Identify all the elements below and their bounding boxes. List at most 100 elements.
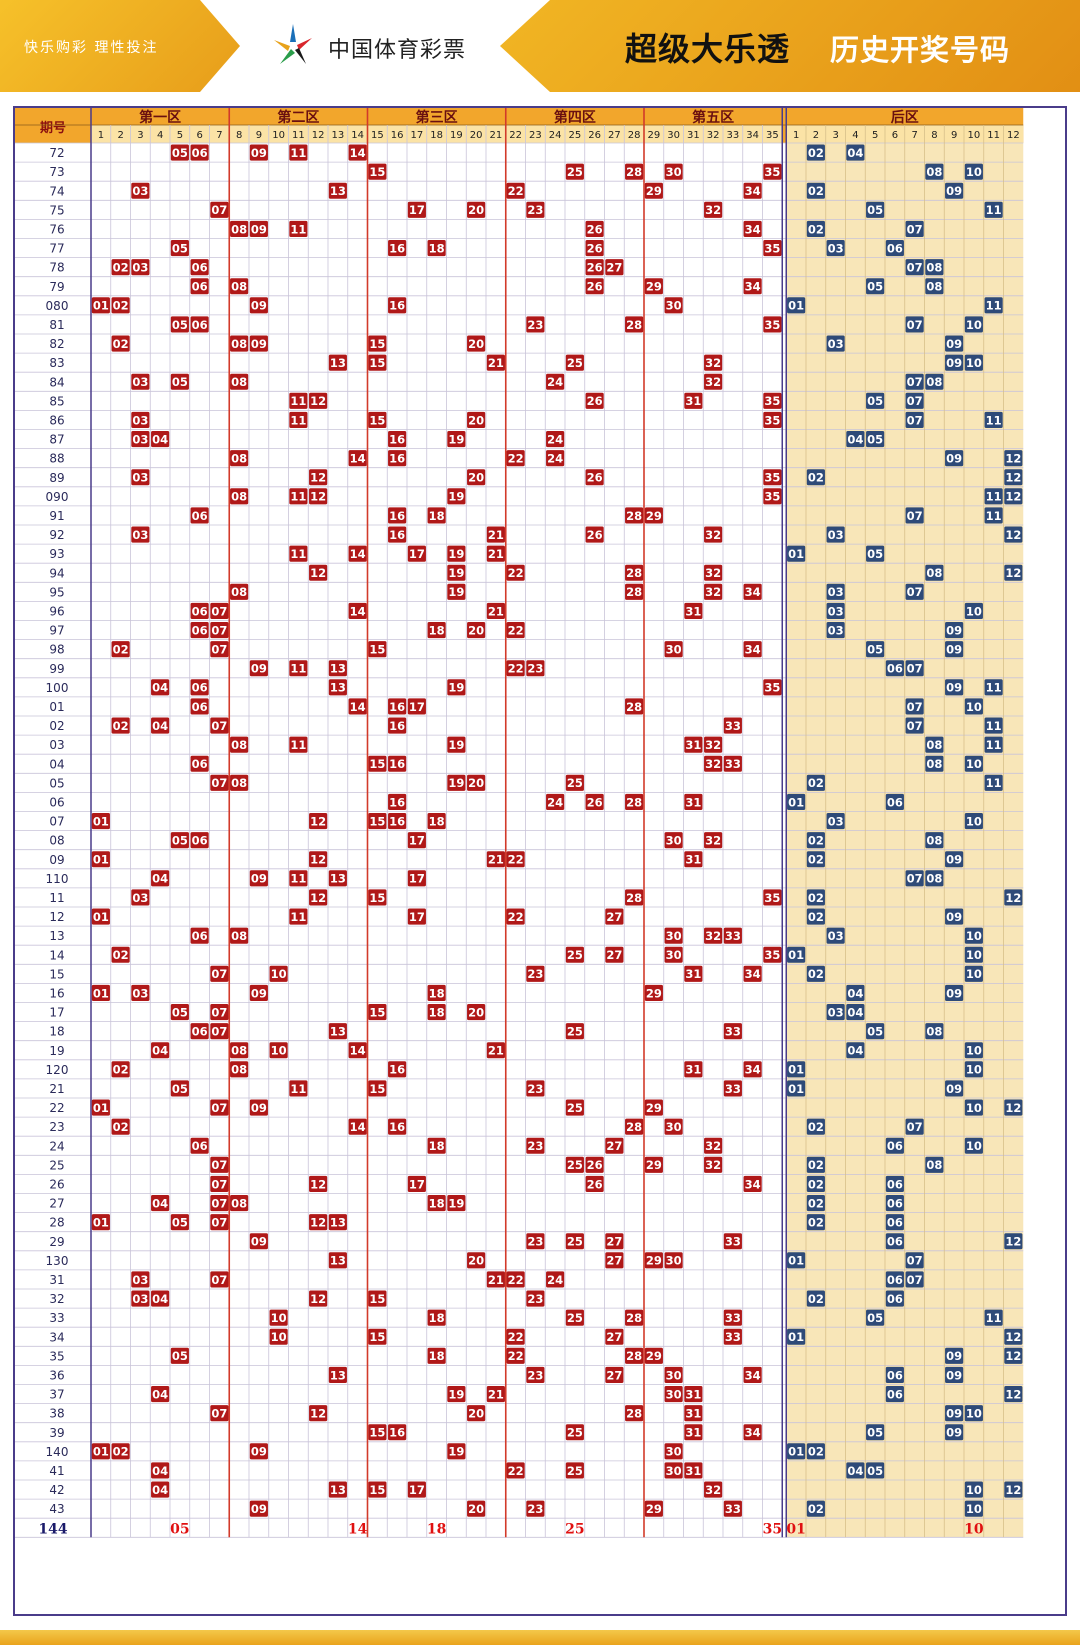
front-ball-bg [447, 774, 466, 791]
front-ball: 19 [448, 490, 464, 504]
front-ball-bg [210, 1271, 229, 1288]
back-ball: 09 [946, 643, 962, 657]
back-ball: 10 [966, 929, 982, 943]
front-ball-bg [763, 163, 782, 180]
front-ball: 33 [725, 929, 741, 943]
front-ball: 25 [567, 165, 583, 179]
period-number: 32 [49, 1292, 64, 1306]
front-ball-bg [131, 984, 150, 1001]
front-ball: 31 [685, 1464, 701, 1478]
front-ball-bg [328, 1252, 347, 1269]
back-ball: 02 [808, 1445, 824, 1459]
back-ball-bg [866, 201, 885, 218]
back-ball-bg [905, 870, 924, 887]
back-ball-bg [1004, 1233, 1023, 1250]
front-ball-bg [743, 1366, 762, 1383]
back-ball-bg [945, 1405, 964, 1422]
front-ball-bg [388, 1061, 407, 1078]
front-ball: 23 [527, 318, 543, 332]
front-column-number: 32 [707, 130, 720, 141]
back-ball: 02 [808, 1502, 824, 1516]
back-ball-bg [945, 1366, 964, 1383]
forecast-front-number: 05 [170, 1521, 189, 1537]
front-ball: 11 [290, 1082, 306, 1096]
front-ball-bg [427, 984, 446, 1001]
front-ball: 24 [547, 795, 563, 809]
front-ball-bg [91, 908, 110, 925]
front-ball: 08 [231, 1196, 247, 1210]
front-column-number: 11 [292, 130, 305, 141]
front-ball: 34 [745, 184, 761, 198]
front-ball-bg [249, 1443, 268, 1460]
back-ball: 08 [926, 1025, 942, 1039]
back-ball-bg [905, 507, 924, 524]
back-ball-bg [806, 1214, 825, 1231]
front-ball-bg [546, 1271, 565, 1288]
front-ball-bg [625, 1405, 644, 1422]
front-ball: 26 [587, 795, 603, 809]
front-ball-bg [664, 297, 683, 314]
front-ball-bg [704, 1137, 723, 1154]
front-ball: 19 [448, 566, 464, 580]
front-ball: 01 [93, 986, 109, 1000]
back-ball: 02 [808, 967, 824, 981]
front-ball-bg [368, 1481, 387, 1498]
front-ball-bg [407, 698, 426, 715]
back-ball: 09 [946, 1426, 962, 1440]
back-ball-bg [945, 908, 964, 925]
front-ball-bg [309, 1405, 328, 1422]
front-ball: 06 [192, 681, 208, 695]
front-ball-bg [151, 1462, 170, 1479]
front-ball-bg [388, 813, 407, 830]
front-ball-bg [309, 889, 328, 906]
front-ball: 21 [488, 547, 504, 561]
front-ball-bg [368, 813, 387, 830]
back-ball: 02 [808, 184, 824, 198]
front-ball-bg [506, 1462, 525, 1479]
front-ball: 19 [448, 1387, 464, 1401]
front-ball-bg [526, 1290, 545, 1307]
front-ball-bg [328, 1481, 347, 1498]
front-ball: 20 [468, 776, 484, 790]
back-ball: 07 [907, 509, 923, 523]
front-ball: 17 [409, 872, 425, 886]
front-column-number: 33 [727, 130, 740, 141]
front-ball: 16 [389, 1063, 405, 1077]
period-number: 83 [49, 356, 64, 370]
front-ball-bg [170, 832, 189, 849]
front-ball: 07 [211, 643, 227, 657]
forecast-back-number: 10 [964, 1521, 984, 1537]
back-ball-bg [1004, 1347, 1023, 1364]
back-ball-bg [925, 373, 944, 390]
forecast-period: 144 [38, 1521, 67, 1537]
front-ball-bg [526, 1500, 545, 1517]
back-ball: 06 [887, 662, 903, 676]
front-ball: 30 [666, 1120, 682, 1134]
back-ball-bg [964, 927, 983, 944]
front-ball-bg [91, 297, 110, 314]
front-ball: 06 [192, 318, 208, 332]
period-number: 85 [49, 394, 64, 408]
front-ball-bg [249, 220, 268, 237]
front-ball-bg [664, 641, 683, 658]
front-ball-bg [368, 163, 387, 180]
back-ball-bg [885, 1175, 904, 1192]
back-ball: 12 [1005, 490, 1021, 504]
front-ball: 19 [448, 776, 464, 790]
front-ball: 22 [508, 566, 524, 580]
back-ball: 09 [946, 910, 962, 924]
back-ball-bg [984, 201, 1003, 218]
front-ball-bg [467, 201, 486, 218]
back-ball-bg [925, 736, 944, 753]
back-ball: 11 [986, 203, 1002, 217]
front-ball-bg [743, 1061, 762, 1078]
front-ball-bg [625, 583, 644, 600]
front-ball: 23 [527, 662, 543, 676]
back-ball-bg [925, 564, 944, 581]
front-ball-bg [190, 316, 209, 333]
front-ball: 34 [745, 585, 761, 599]
back-ball: 08 [926, 165, 942, 179]
front-ball: 22 [508, 452, 524, 466]
front-ball-bg [111, 641, 130, 658]
front-ball: 06 [192, 604, 208, 618]
